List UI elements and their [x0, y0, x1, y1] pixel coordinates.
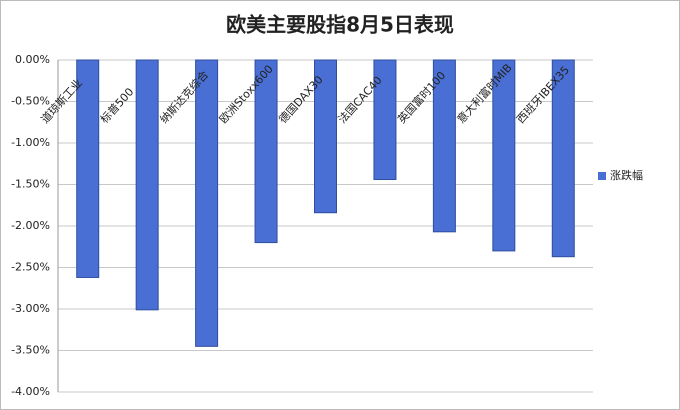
bars [76, 59, 575, 347]
y-tick-label: 0.00% [15, 53, 50, 66]
y-tick-label: -3.00% [11, 302, 50, 315]
bar [314, 59, 337, 214]
y-tick-label: -1.00% [11, 136, 50, 149]
bar [135, 59, 159, 311]
bar [373, 59, 397, 181]
bar [195, 59, 219, 347]
y-tick-label: -2.00% [11, 219, 50, 232]
legend-label: 涨跌幅 [610, 168, 643, 182]
y-tick-label: -3.50% [11, 344, 50, 357]
y-tick-label: -1.50% [11, 178, 50, 191]
y-tick-label: -2.50% [11, 261, 50, 274]
bar [76, 59, 100, 278]
bar [492, 59, 516, 252]
y-tick-label: -4.00% [11, 385, 50, 398]
bar [432, 59, 456, 233]
chart-title: 欧美主要股指8月5日表现 [226, 13, 454, 37]
bar [254, 59, 278, 244]
bar [551, 59, 575, 258]
y-tick-label: -0.50% [11, 95, 50, 108]
legend-swatch [598, 172, 606, 180]
